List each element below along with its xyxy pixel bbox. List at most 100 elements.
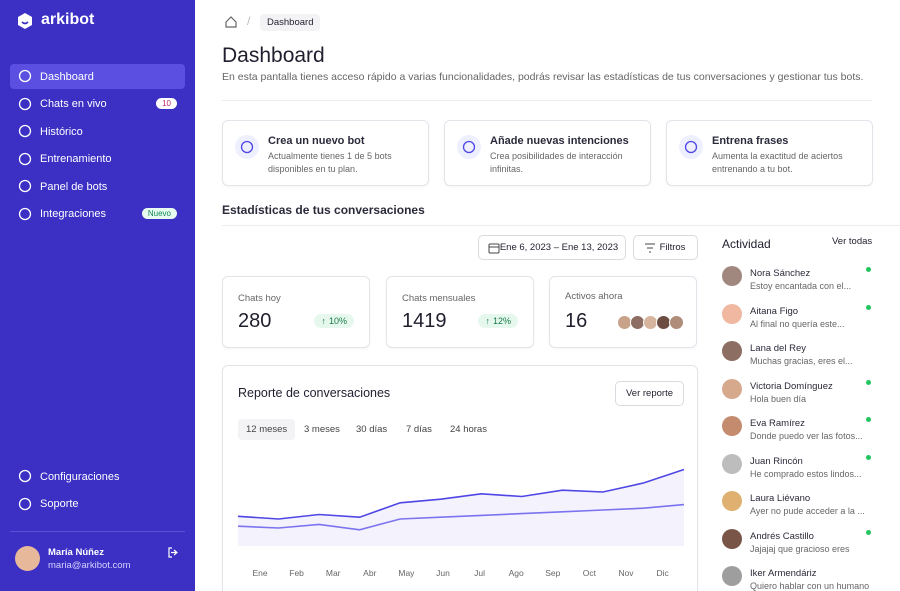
nav-label: Chats en vivo — [40, 98, 107, 110]
activity-name[interactable]: Laura Liévano — [750, 493, 811, 504]
nav-icon — [684, 140, 698, 154]
activity-avatar — [722, 453, 742, 474]
quick-card[interactable]: Entrena frases Aumenta la exactitud de ac… — [666, 120, 873, 186]
home-icon[interactable] — [224, 15, 238, 29]
divider — [222, 225, 900, 226]
activity-name[interactable]: Aitana Figo — [750, 305, 799, 317]
report-button[interactable]: Ver reporte — [615, 381, 684, 406]
activity-message: Muchas gracias, eres el... — [750, 356, 853, 366]
page-title: Dashboard — [222, 44, 325, 67]
chart: Ene Feb Mar Abr May Jun Jul Ago Sep Oct Nov Dic — [237, 468, 685, 578]
card-icon — [235, 135, 259, 159]
series-area — [238, 469, 684, 546]
nav-icon — [18, 469, 32, 483]
x-tick-label: Nov — [618, 568, 634, 578]
quick-card[interactable]: Añade nuevas intenciones Crea posibilidad… — [444, 120, 651, 186]
nav-icon — [240, 140, 254, 154]
user-email: maria@arkibot.com — [48, 560, 131, 571]
nav-label: Configuraciones — [40, 470, 120, 483]
x-tick-label: Jul — [474, 568, 485, 578]
stat-value: 1419 — [402, 310, 447, 332]
divider — [10, 531, 185, 532]
activity-message: Estoy encantada con el... — [750, 281, 852, 291]
nav-item[interactable]: Configuraciones — [10, 464, 185, 489]
nav-label: Dashboard — [40, 70, 94, 83]
tab[interactable]: 24 horas — [450, 424, 487, 435]
nav-item[interactable]: Dashboard — [10, 64, 185, 89]
activity-name[interactable]: Eva Ramírez — [750, 418, 805, 429]
date-range: Ene 6, 2023 – Ene 13, 2023 — [499, 242, 619, 253]
activity-message: Hola buen día — [750, 393, 807, 404]
tab[interactable]: 12 meses — [238, 419, 296, 440]
online-dot — [866, 379, 871, 385]
breadcrumb[interactable]: Dashboard — [260, 14, 321, 31]
activity-name[interactable]: Victoria Domínguez — [750, 380, 833, 392]
icon-shape — [18, 179, 32, 193]
icon-shape — [18, 469, 32, 483]
change-value: 12% — [492, 316, 511, 326]
stat-change: ↑ 12% — [478, 314, 518, 328]
nav-icon — [18, 179, 32, 193]
activity-name[interactable]: Lana del Rey — [750, 343, 806, 354]
online-dot — [866, 304, 871, 310]
user-name: María Núñez — [48, 547, 104, 558]
activity-name[interactable]: Andrés Castillo — [750, 530, 814, 542]
nav-icon — [18, 497, 32, 510]
nav-label: Panel de bots — [40, 180, 108, 193]
online-dot — [866, 267, 871, 272]
activity-name[interactable]: Nora Sánchez — [750, 268, 811, 279]
nav-icon — [18, 152, 32, 165]
report-title: Reporte de conversaciones — [238, 386, 391, 400]
x-tick-label: Feb — [289, 568, 304, 578]
nav-item[interactable]: Chats en vivo 10 — [10, 92, 185, 117]
logout-icon[interactable] — [167, 546, 180, 559]
activity-name[interactable]: Iker Armendáriz — [750, 568, 817, 579]
activity-avatar — [722, 491, 742, 511]
card-text: Crea posibilidades de interacción infini… — [490, 151, 623, 174]
nav-item[interactable]: Integraciones Nuevo — [10, 202, 185, 227]
online-dot — [866, 417, 871, 422]
nav-item[interactable]: Histórico — [10, 119, 185, 144]
filters-button[interactable]: Filtros — [633, 235, 698, 260]
activity-link[interactable]: Ver todas — [832, 236, 873, 247]
x-tick-label: May — [398, 568, 415, 578]
x-tick-label: Sep — [545, 568, 560, 578]
x-tick-label: Oct — [583, 568, 597, 578]
nav-item[interactable]: Panel de bots — [10, 174, 185, 199]
stat-label: Activos ahora — [565, 291, 623, 302]
online-dot — [866, 454, 871, 460]
arrow: ↑ — [321, 316, 326, 326]
nav-item[interactable]: Soporte — [10, 492, 185, 517]
brand-name: arkibot — [41, 11, 95, 28]
nav-label: Histórico — [40, 125, 83, 138]
tab[interactable]: 7 días — [406, 424, 432, 435]
series-line — [237, 468, 685, 520]
nav-label: Entrenamiento — [40, 153, 112, 165]
activity-message: He comprado estos lindos... — [750, 468, 862, 479]
page-subtitle: En esta pantalla tienes acceso rápido a … — [222, 71, 864, 83]
activity-message: Donde puedo ver las fotos... — [750, 431, 863, 441]
activity-avatar — [722, 378, 742, 399]
activity-avatar — [722, 566, 742, 586]
filter-icon — [645, 243, 655, 253]
nav-label: Soporte — [40, 498, 79, 510]
activity-message: Al final no quería este... — [750, 318, 845, 329]
activity-name[interactable]: Juan Rincón — [750, 455, 803, 467]
icon-shape — [18, 97, 32, 110]
tab[interactable]: 30 días — [356, 424, 388, 435]
stat-value: 280 — [238, 310, 272, 332]
nav-item[interactable]: Entrenamiento — [10, 147, 185, 172]
nav-icon — [462, 140, 476, 154]
online-dot — [866, 529, 871, 535]
stat-card: Chats hoy 280 ↑ 10% — [222, 276, 370, 348]
stat-label: Chats hoy — [238, 293, 281, 304]
tab[interactable]: 3 meses — [304, 424, 340, 435]
icon-shape — [18, 124, 32, 138]
card-icon — [679, 135, 703, 159]
activity-avatar — [722, 528, 742, 549]
stat-label: Chats mensuales — [402, 293, 476, 304]
activity-message: Ayer no pude acceder a la ... — [750, 506, 865, 516]
date-range-button[interactable]: Ene 6, 2023 – Ene 13, 2023 — [478, 235, 626, 260]
quick-card[interactable]: Crea un nuevo bot Actualmente tienes 1 de… — [222, 120, 429, 186]
